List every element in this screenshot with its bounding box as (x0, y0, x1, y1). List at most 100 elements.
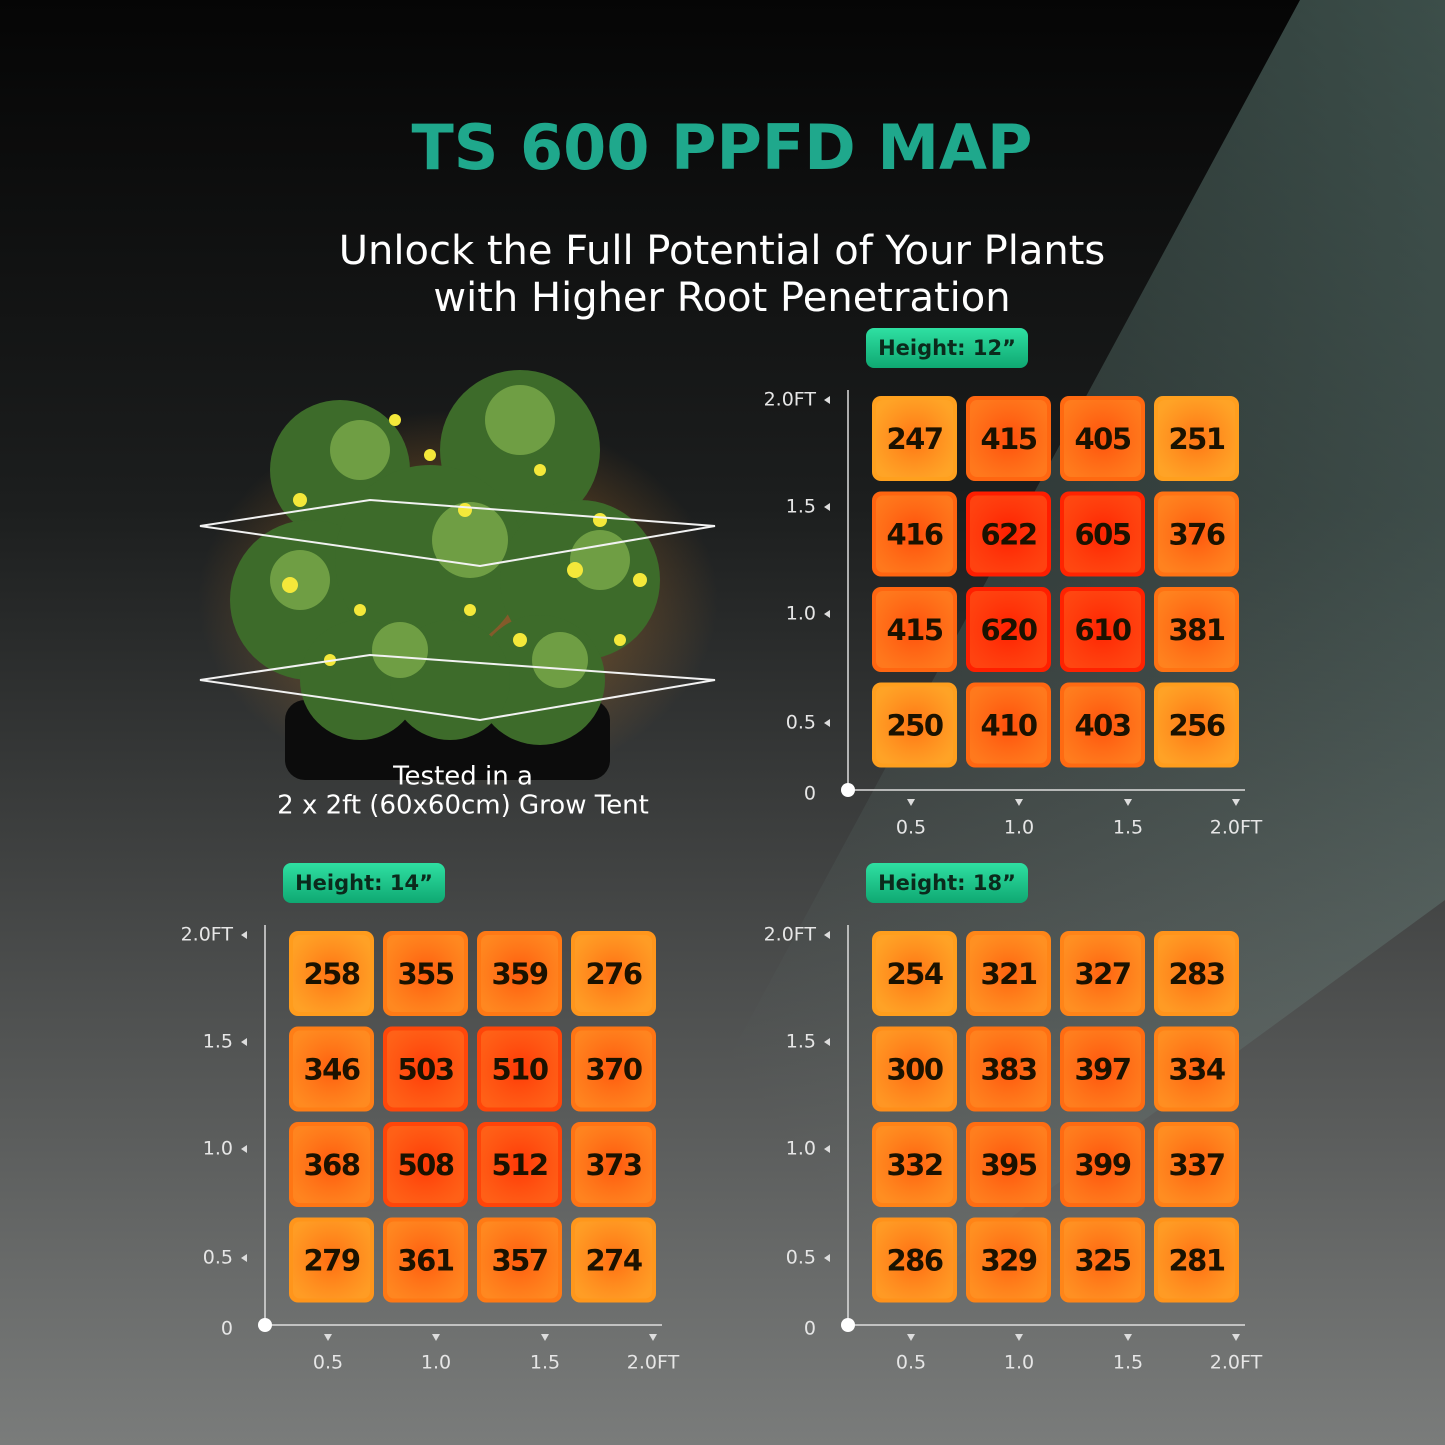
ppfd-cell-shine (970, 400, 1047, 477)
ppfd-cell-shine (970, 591, 1047, 668)
ppfd-cell-shine (293, 935, 370, 1012)
ppfd-map: Height: 12” 0 2.0FT 1.5 1.0 0.5 0.5 1.0 1.5 2.0FT… (764, 328, 1263, 839)
ppfd-cell-shine (481, 1030, 558, 1108)
ppfd-cell-shine (876, 1126, 953, 1203)
ppfd-value: 416 (886, 518, 942, 552)
ppfd-value: 508 (397, 1148, 453, 1182)
y-tick-label: 0.5 (786, 712, 816, 734)
y-tick-label: 1.0 (203, 1138, 233, 1160)
ppfd-cell-shine (481, 935, 558, 1012)
ppfd-value: 325 (1074, 1244, 1130, 1278)
ppfd-value: 376 (1168, 518, 1224, 552)
x-tick-label: 1.0 (1004, 1352, 1034, 1374)
ppfd-cell-shine (575, 1221, 652, 1299)
ppfd-value: 381 (1168, 613, 1224, 647)
x-tick-label: 1.5 (1113, 817, 1143, 839)
x-tick-label: 1.0 (1004, 817, 1034, 839)
x-tick-label: 2.0FT (627, 1352, 680, 1374)
ppfd-value: 332 (886, 1148, 942, 1182)
ppfd-cell-shine (1064, 686, 1141, 764)
x-tick-marker (1232, 799, 1240, 806)
height-badge (866, 863, 1028, 903)
ppfd-cell-shine (293, 1126, 370, 1203)
ppfd-value: 405 (1074, 422, 1130, 456)
ppfd-cell-shine (387, 1030, 464, 1108)
x-tick-marker (1124, 1334, 1132, 1341)
x-tick-marker (1015, 1334, 1023, 1341)
y-tick-marker (241, 931, 247, 939)
origin-label: 0 (804, 783, 816, 805)
x-tick-label: 2.0FT (1210, 817, 1263, 839)
y-tick-marker (824, 610, 830, 618)
ppfd-value: 329 (980, 1244, 1036, 1278)
origin-label: 0 (804, 1318, 816, 1340)
ppfd-cell-shine (1158, 1126, 1235, 1203)
ppfd-value: 251 (1168, 422, 1224, 456)
ppfd-cell-shine (970, 1221, 1047, 1299)
ppfd-value: 622 (980, 518, 1036, 552)
ppfd-cell-shine (387, 1126, 464, 1203)
ppfd-value: 370 (585, 1053, 641, 1087)
ppfd-cell-shine (481, 1221, 558, 1299)
ppfd-cell-shine (1158, 400, 1235, 477)
ppfd-cell-shine (293, 1221, 370, 1299)
ppfd-value: 276 (585, 957, 641, 991)
ppfd-value: 286 (886, 1244, 942, 1278)
y-tick-marker (241, 1038, 247, 1046)
x-tick-label: 1.0 (421, 1352, 451, 1374)
ppfd-cell-shine (876, 686, 953, 764)
ppfd-cell-shine (481, 1126, 558, 1203)
ppfd-value: 337 (1168, 1148, 1224, 1182)
ppfd-value: 250 (886, 709, 942, 743)
height-label: Height: 14” (295, 871, 433, 895)
ppfd-value: 279 (303, 1244, 359, 1278)
height-badge (866, 328, 1028, 368)
ppfd-value: 610 (1074, 613, 1130, 647)
ppfd-value: 510 (491, 1053, 547, 1087)
ppfd-cell-shine (1158, 935, 1235, 1012)
plant-illustration (198, 370, 718, 790)
ppfd-cell-shine (970, 686, 1047, 764)
x-tick-marker (541, 1334, 549, 1341)
ppfd-cell-shine (876, 1221, 953, 1299)
y-tick-marker (824, 1038, 830, 1046)
subtitle: Unlock the Full Potential of Your Plants (339, 228, 1106, 274)
ppfd-value: 410 (980, 709, 1036, 743)
y-tick-marker (824, 396, 830, 404)
ppfd-cell-shine (575, 935, 652, 1012)
x-tick-marker (907, 799, 915, 806)
ppfd-value: 368 (303, 1148, 359, 1182)
ppfd-value: 258 (303, 957, 359, 991)
ppfd-value: 256 (1168, 709, 1224, 743)
ppfd-value: 321 (980, 957, 1036, 991)
plant-caption: 2 x 2ft (60x60cm) Grow Tent (277, 791, 649, 821)
height-label: Height: 12” (878, 336, 1016, 360)
ppfd-value: 512 (491, 1148, 547, 1182)
ppfd-value: 605 (1074, 518, 1130, 552)
y-tick-label: 2.0FT (764, 924, 817, 946)
x-tick-marker (324, 1334, 332, 1341)
x-tick-label: 0.5 (896, 1352, 926, 1374)
ppfd-cell-shine (876, 1030, 953, 1108)
y-tick-marker (824, 1254, 830, 1262)
ppfd-cell-shine (293, 1030, 370, 1108)
x-tick-marker (1015, 799, 1023, 806)
origin-dot (258, 1318, 272, 1332)
y-tick-marker (824, 503, 830, 511)
x-tick-marker (1232, 1334, 1240, 1341)
ppfd-cell-shine (1064, 591, 1141, 668)
height-label: Height: 18” (878, 871, 1016, 895)
ppfd-cell-shine (970, 495, 1047, 573)
ppfd-value: 620 (980, 613, 1036, 647)
y-tick-marker (824, 931, 830, 939)
ppfd-cell-shine (876, 400, 953, 477)
ppfd-cell-shine (575, 1126, 652, 1203)
y-tick-label: 2.0FT (181, 924, 234, 946)
plant-caption: Tested in a (392, 762, 533, 792)
x-tick-marker (907, 1334, 915, 1341)
ppfd-cell-shine (1064, 935, 1141, 1012)
ppfd-value: 281 (1168, 1244, 1224, 1278)
ppfd-value: 346 (303, 1053, 359, 1087)
